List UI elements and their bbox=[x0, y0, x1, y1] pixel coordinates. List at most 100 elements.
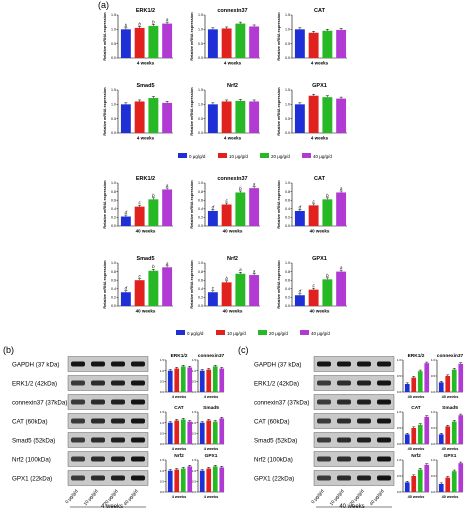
chart-a-8: CAT 0.0 0.2 0.4 0.6 0.8 1.0 Relative mRNA expre… bbox=[277, 176, 347, 234]
y-tick-label: 0.0 bbox=[160, 442, 165, 446]
bar-3 bbox=[249, 26, 260, 58]
y-tick-label: 1.0 bbox=[192, 369, 197, 373]
legend-label-0: 0 μg/g/d bbox=[189, 154, 206, 159]
bar-3 bbox=[249, 188, 260, 226]
x-axis-label: 40 weeks bbox=[223, 229, 243, 234]
significance-letter: b bbox=[326, 193, 329, 198]
blot-strip bbox=[313, 375, 395, 391]
bar-1 bbox=[221, 204, 232, 226]
y-tick-label: 1.0 bbox=[198, 103, 203, 107]
bar-2 bbox=[451, 369, 457, 392]
y-tick-label: 0.0 bbox=[285, 304, 290, 308]
chart-a-3: Smad5 0.0 0.5 1.0 1.5 Relative mRNA expressio… bbox=[103, 83, 173, 141]
blot-band bbox=[71, 456, 85, 462]
blot-strip bbox=[313, 451, 395, 467]
y-tick-label: 1.0 bbox=[111, 28, 116, 32]
bar-0 bbox=[404, 482, 410, 492]
y-tick-label: 1.0 bbox=[397, 410, 402, 414]
chart-a-0: ERK1/2 0.0 0.5 1.0 1.5 Relative mRNA expressi… bbox=[103, 8, 173, 66]
y-axis-label: Relative mRNA expression bbox=[103, 260, 107, 309]
chart-title: GPX1 bbox=[444, 453, 457, 459]
y-tick-label: 0.2 bbox=[285, 216, 290, 220]
blot-band bbox=[111, 361, 125, 367]
blot-row-label: Smad5 (52kDa) bbox=[12, 438, 55, 445]
bar-1 bbox=[221, 282, 232, 306]
bar-0 bbox=[167, 470, 173, 492]
western-blot-4-weeks: GAPDH (37 kDa) ERK1/2 (42kDa) connexin37 (… bbox=[12, 356, 149, 508]
bar-2 bbox=[417, 424, 423, 444]
bar-1 bbox=[174, 420, 180, 444]
y-tick-label: 1.0 bbox=[431, 358, 436, 362]
x-axis-label: 4 weeks bbox=[204, 495, 219, 499]
bar-1 bbox=[308, 289, 319, 306]
chart-b-17: GPX1 0.0 0.5 1.0 1.5 4 weeks bbox=[192, 453, 225, 499]
chart-a-1: connexin37 0.0 0.5 1.0 1.5 Relative mRNA expr… bbox=[190, 8, 260, 66]
y-tick-label: 0.8 bbox=[285, 270, 290, 274]
blot-row-label: CAT (60kDa) bbox=[254, 419, 290, 426]
bar-2 bbox=[148, 25, 159, 58]
x-axis-label: 4 weeks bbox=[311, 61, 329, 66]
bar-1 bbox=[134, 206, 145, 226]
y-tick-label: 1.5 bbox=[285, 13, 290, 17]
y-tick-label: 1.0 bbox=[285, 103, 290, 107]
y-tick-label: 0.5 bbox=[192, 380, 197, 384]
y-tick-label: 1.5 bbox=[111, 13, 116, 17]
significance-letter: c bbox=[313, 283, 316, 288]
y-tick-label: 0.6 bbox=[111, 278, 116, 282]
legend2-swatch-2 bbox=[258, 330, 267, 335]
x-axis-label: 4 weeks bbox=[224, 61, 242, 66]
legend-label-3: 40 μg/g/d bbox=[313, 154, 332, 159]
blot-b-time-label: 4 weeks bbox=[101, 504, 123, 510]
y-tick-label: 0.8 bbox=[198, 190, 203, 194]
chart-title: ERK1/2 bbox=[408, 353, 425, 359]
significance-letter: a bbox=[166, 17, 169, 22]
chart-title: CAT bbox=[411, 405, 421, 411]
y-tick-label: 1.0 bbox=[111, 103, 116, 107]
chart-title: Nrf2 bbox=[227, 83, 238, 89]
y-tick-label: 1.5 bbox=[285, 88, 290, 92]
bar-3 bbox=[458, 363, 464, 392]
y-tick-label: 0.2 bbox=[198, 296, 203, 300]
chart-c-22: Nrf2 0.0 0.5 1.0 40 weeks bbox=[397, 453, 430, 499]
y-tick-label: 1.5 bbox=[160, 410, 165, 414]
bar-3 bbox=[162, 267, 173, 306]
bar-1 bbox=[206, 420, 212, 444]
legend-swatch-3 bbox=[302, 153, 311, 158]
significance-letter: b bbox=[152, 19, 155, 24]
y-tick-label: 0.0 bbox=[111, 56, 116, 60]
x-axis-label: 40 weeks bbox=[136, 229, 156, 234]
bar-1 bbox=[411, 476, 417, 492]
chart-title: ERK1/2 bbox=[171, 353, 188, 359]
blot-band bbox=[377, 475, 391, 481]
y-tick-label: 0.5 bbox=[198, 42, 203, 46]
bar-0 bbox=[199, 370, 205, 392]
panel-label-a: (a) bbox=[98, 0, 109, 10]
y-tick-label: 0.4 bbox=[285, 287, 290, 291]
bar-0 bbox=[199, 422, 205, 444]
y-tick-label: 0.5 bbox=[160, 480, 165, 484]
legend2-label-3: 40 μg/g/d bbox=[311, 331, 330, 336]
blot-band bbox=[131, 399, 145, 405]
y-axis-label: Relative mRNA expression bbox=[190, 260, 194, 309]
significance-letter: a bbox=[340, 265, 343, 270]
blot-band bbox=[317, 380, 331, 386]
bar-1 bbox=[308, 32, 319, 58]
bar-0 bbox=[207, 29, 218, 58]
bar-0 bbox=[404, 434, 410, 444]
x-axis-label: 40 weeks bbox=[310, 309, 330, 314]
blot-band bbox=[337, 399, 351, 405]
y-tick-label: 0.4 bbox=[111, 287, 116, 291]
blot-row-label: GAPDH (37 kDa) bbox=[254, 362, 301, 369]
legend2-swatch-0 bbox=[176, 330, 185, 335]
blot-band bbox=[377, 361, 391, 367]
y-axis-label: Relative mRNA expression bbox=[103, 12, 107, 61]
x-axis-label: 4 weeks bbox=[137, 136, 155, 141]
bar-3 bbox=[336, 29, 347, 58]
blot-band bbox=[337, 418, 351, 424]
x-axis-label: 40 weeks bbox=[408, 447, 425, 451]
y-tick-label: 1.0 bbox=[160, 421, 165, 425]
y-tick-label: 1.5 bbox=[160, 358, 165, 362]
blot-band bbox=[131, 361, 145, 367]
y-axis-label: Relative mRNA expression bbox=[277, 260, 281, 309]
